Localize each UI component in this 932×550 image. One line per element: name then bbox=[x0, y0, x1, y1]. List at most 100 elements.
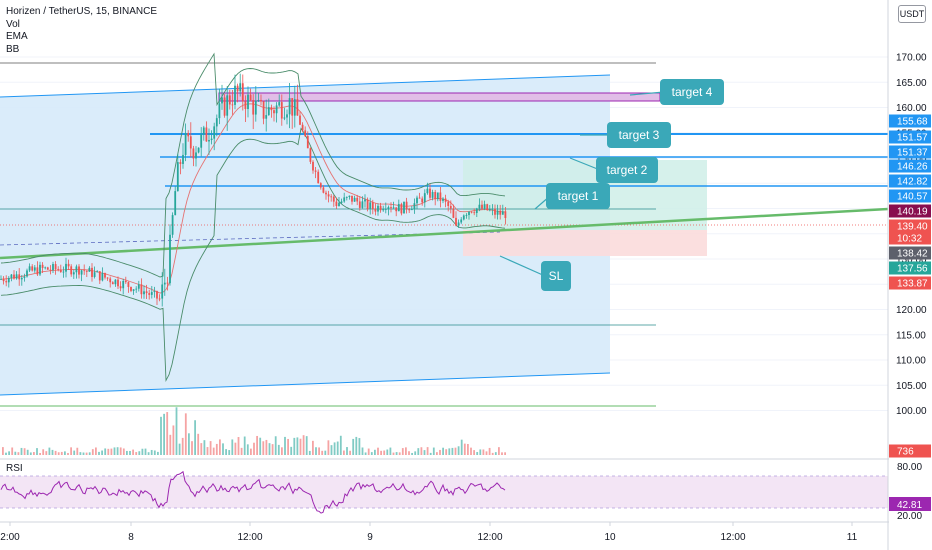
candle[interactable] bbox=[330, 196, 333, 198]
candle[interactable] bbox=[387, 207, 390, 210]
candle[interactable] bbox=[390, 207, 392, 209]
candle[interactable] bbox=[379, 205, 382, 211]
candle[interactable] bbox=[36, 267, 39, 275]
candle[interactable] bbox=[374, 208, 377, 212]
candle[interactable] bbox=[244, 101, 247, 110]
candle[interactable] bbox=[397, 203, 400, 212]
candle[interactable] bbox=[158, 298, 161, 300]
candle[interactable] bbox=[221, 97, 223, 104]
candle[interactable] bbox=[91, 267, 93, 277]
candle[interactable] bbox=[80, 270, 83, 275]
candle[interactable] bbox=[23, 276, 26, 278]
candle[interactable] bbox=[473, 212, 476, 214]
candle[interactable] bbox=[96, 271, 99, 273]
candle[interactable] bbox=[413, 203, 416, 210]
candle[interactable] bbox=[241, 83, 244, 102]
candle[interactable] bbox=[109, 278, 112, 283]
candle[interactable] bbox=[335, 201, 338, 207]
candle[interactable] bbox=[18, 274, 21, 280]
candle[interactable] bbox=[299, 115, 301, 125]
candle[interactable] bbox=[163, 282, 166, 285]
candle[interactable] bbox=[410, 209, 413, 211]
candle[interactable] bbox=[72, 272, 75, 275]
candle[interactable] bbox=[400, 203, 403, 214]
candle[interactable] bbox=[182, 154, 184, 164]
callout-target-2[interactable]: target 2 bbox=[569, 157, 658, 183]
candle[interactable] bbox=[59, 269, 62, 273]
candle[interactable] bbox=[421, 198, 424, 203]
candle[interactable] bbox=[132, 289, 135, 291]
candle[interactable] bbox=[70, 266, 73, 275]
candle[interactable] bbox=[215, 118, 218, 127]
candle[interactable] bbox=[306, 136, 309, 149]
candle[interactable] bbox=[197, 147, 200, 153]
candle[interactable] bbox=[218, 103, 221, 119]
candle[interactable] bbox=[348, 195, 351, 198]
candle[interactable] bbox=[278, 102, 281, 106]
candle[interactable] bbox=[10, 274, 13, 278]
candle[interactable] bbox=[247, 94, 249, 110]
candle[interactable] bbox=[213, 126, 216, 139]
candle[interactable] bbox=[135, 288, 138, 290]
price-badge[interactable]: 151.57 bbox=[889, 130, 931, 144]
candle[interactable] bbox=[101, 272, 104, 281]
candle[interactable] bbox=[195, 152, 197, 159]
candle[interactable] bbox=[356, 197, 359, 202]
candle[interactable] bbox=[494, 208, 496, 215]
candle[interactable] bbox=[275, 105, 278, 114]
candle[interactable] bbox=[93, 272, 96, 277]
candle[interactable] bbox=[364, 199, 366, 202]
candle[interactable] bbox=[361, 201, 364, 208]
candle[interactable] bbox=[13, 274, 15, 279]
candle[interactable] bbox=[496, 210, 499, 215]
candle[interactable] bbox=[5, 281, 8, 283]
candle[interactable] bbox=[429, 188, 431, 198]
candle[interactable] bbox=[345, 197, 348, 198]
legend-bb[interactable]: BB bbox=[6, 43, 20, 55]
candle[interactable] bbox=[488, 209, 491, 211]
candle[interactable] bbox=[249, 94, 252, 101]
candle[interactable] bbox=[205, 127, 208, 142]
candle[interactable] bbox=[439, 192, 442, 201]
candle[interactable] bbox=[371, 202, 374, 209]
candle[interactable] bbox=[325, 192, 327, 195]
candle[interactable] bbox=[54, 264, 57, 270]
candle[interactable] bbox=[156, 291, 158, 299]
price-badge[interactable]: 137.56 bbox=[889, 261, 931, 275]
candle[interactable] bbox=[202, 127, 205, 135]
candle[interactable] bbox=[377, 205, 379, 212]
candle[interactable] bbox=[119, 286, 122, 289]
candle[interactable] bbox=[457, 222, 460, 226]
candle[interactable] bbox=[408, 209, 411, 211]
candle[interactable] bbox=[262, 101, 265, 119]
candle[interactable] bbox=[384, 209, 387, 210]
candle[interactable] bbox=[257, 99, 260, 101]
candle[interactable] bbox=[26, 270, 28, 277]
candle[interactable] bbox=[369, 202, 372, 209]
candle[interactable] bbox=[449, 205, 452, 209]
candle[interactable] bbox=[226, 95, 229, 116]
candle[interactable] bbox=[122, 280, 125, 289]
candle[interactable] bbox=[78, 266, 80, 275]
candle[interactable] bbox=[455, 217, 457, 226]
candle[interactable] bbox=[442, 198, 444, 201]
candle[interactable] bbox=[176, 162, 179, 192]
candle[interactable] bbox=[145, 291, 148, 294]
candle[interactable] bbox=[504, 211, 507, 219]
candle[interactable] bbox=[416, 197, 418, 204]
candle[interactable] bbox=[351, 195, 353, 202]
candle[interactable] bbox=[340, 201, 343, 203]
currency-button[interactable]: USDT bbox=[898, 5, 926, 23]
candle[interactable] bbox=[501, 211, 504, 215]
price-badge[interactable]: 138.42 bbox=[889, 246, 931, 260]
candle[interactable] bbox=[88, 267, 91, 272]
candle[interactable] bbox=[127, 282, 130, 287]
price-badge[interactable]: 140.57 bbox=[889, 189, 931, 203]
candle[interactable] bbox=[314, 170, 317, 172]
callout-target-1[interactable]: target 1 bbox=[534, 183, 610, 210]
candle[interactable] bbox=[52, 264, 54, 271]
candle[interactable] bbox=[137, 284, 140, 289]
candle[interactable] bbox=[39, 264, 41, 275]
candle[interactable] bbox=[332, 196, 335, 202]
